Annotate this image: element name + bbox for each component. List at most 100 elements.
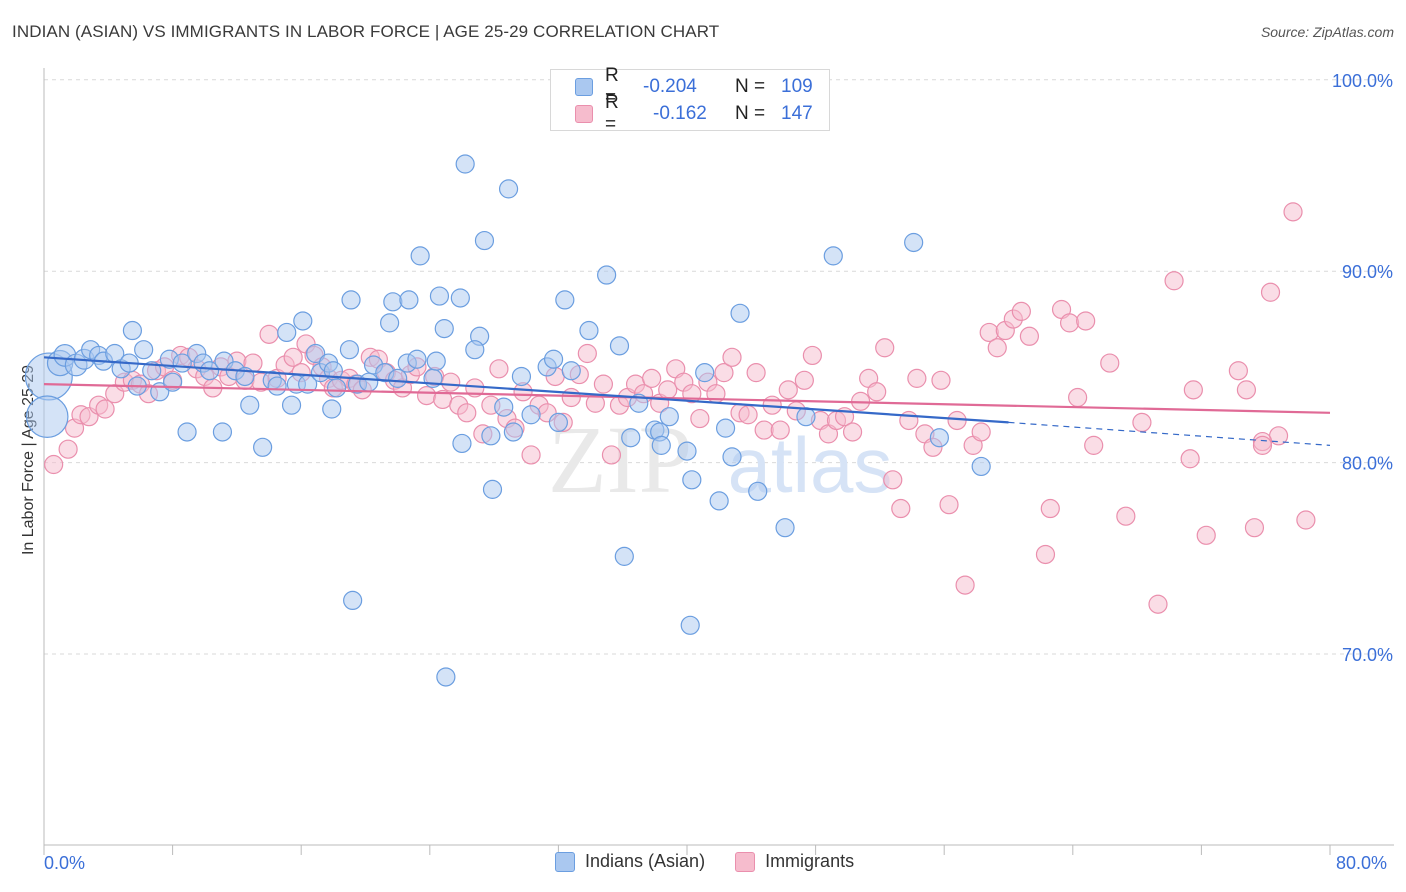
data-point bbox=[383, 292, 403, 312]
legend-item-immigrants[interactable]: Immigrants bbox=[735, 851, 854, 872]
legend-label: Immigrants bbox=[765, 851, 855, 871]
data-point bbox=[690, 408, 710, 429]
legend-swatch-pink bbox=[575, 105, 593, 123]
data-point bbox=[658, 380, 678, 400]
data-point bbox=[738, 405, 758, 425]
data-point bbox=[796, 407, 816, 427]
data-point bbox=[748, 481, 768, 501]
data-point bbox=[436, 667, 456, 687]
data-point bbox=[1116, 506, 1136, 526]
data-point bbox=[614, 546, 634, 566]
data-point bbox=[1164, 271, 1184, 291]
data-point bbox=[521, 405, 541, 425]
data-point bbox=[1132, 412, 1152, 433]
data-point bbox=[939, 495, 959, 515]
trend-lines bbox=[43, 356, 1331, 446]
data-point bbox=[267, 376, 287, 396]
data-point bbox=[1244, 518, 1265, 538]
data-point bbox=[561, 361, 581, 381]
trend-line-indians-extension bbox=[1008, 421, 1331, 446]
correlation-legend: R = -0.204 N = 109 R = -0.162 N = 147 bbox=[550, 65, 830, 135]
data-point bbox=[1035, 544, 1056, 565]
data-point bbox=[465, 340, 485, 360]
data-point bbox=[277, 322, 297, 343]
trend-line-indians bbox=[43, 356, 1009, 424]
data-point bbox=[1040, 498, 1060, 519]
data-point bbox=[1283, 202, 1303, 222]
data-point bbox=[722, 347, 742, 367]
data-point bbox=[482, 479, 503, 499]
legend-swatch-pink bbox=[735, 851, 756, 872]
n-label: N = bbox=[735, 103, 766, 124]
data-point bbox=[1148, 594, 1168, 614]
data-point bbox=[947, 410, 967, 431]
data-point bbox=[609, 336, 630, 356]
data-point bbox=[489, 359, 509, 379]
data-point bbox=[778, 380, 798, 400]
data-point bbox=[283, 347, 303, 367]
data-point bbox=[579, 320, 599, 341]
data-point bbox=[481, 426, 501, 446]
legend-label: Indians (Asian) bbox=[585, 851, 706, 871]
data-point bbox=[543, 349, 564, 369]
r-label: R = bbox=[605, 92, 619, 135]
data-point bbox=[677, 441, 697, 461]
data-point bbox=[455, 154, 475, 174]
data-point bbox=[1059, 313, 1080, 333]
data-point bbox=[450, 288, 470, 308]
data-point bbox=[891, 498, 911, 519]
data-point bbox=[293, 311, 313, 331]
data-point bbox=[842, 422, 863, 442]
data-point bbox=[95, 399, 115, 419]
data-point bbox=[1296, 510, 1316, 530]
data-point bbox=[212, 422, 233, 442]
data-point bbox=[904, 232, 924, 253]
data-point bbox=[931, 370, 951, 390]
data-point bbox=[775, 518, 795, 538]
data-point bbox=[441, 372, 461, 392]
data-point bbox=[326, 378, 347, 398]
data-point bbox=[1084, 435, 1104, 455]
data-point bbox=[1180, 449, 1200, 469]
data-point bbox=[695, 363, 715, 383]
series-legend: Indians (Asian) Immigrants bbox=[555, 851, 884, 872]
data-point bbox=[25, 395, 69, 438]
data-point bbox=[521, 445, 541, 465]
data-point bbox=[555, 290, 575, 310]
data-point bbox=[253, 437, 273, 457]
data-point bbox=[388, 368, 408, 388]
data-point bbox=[1019, 326, 1039, 346]
data-point bbox=[1196, 525, 1216, 545]
data-point bbox=[907, 368, 927, 388]
data-point bbox=[339, 340, 360, 360]
data-point bbox=[163, 372, 183, 392]
x-tick-label-min: 0.0% bbox=[44, 853, 86, 873]
chart-source: Source: ZipAtlas.com bbox=[1260, 24, 1394, 40]
data-point bbox=[306, 343, 326, 364]
data-point bbox=[971, 422, 991, 442]
data-point bbox=[142, 361, 162, 381]
data-point bbox=[577, 343, 597, 364]
data-point bbox=[122, 320, 143, 341]
data-point bbox=[955, 575, 975, 595]
chart-title: INDIAN (ASIAN) VS IMMIGRANTS IN LABOR FO… bbox=[12, 22, 720, 41]
data-point bbox=[426, 351, 446, 371]
legend-swatch-blue bbox=[555, 851, 575, 872]
data-point bbox=[407, 349, 427, 369]
data-point bbox=[802, 345, 822, 366]
data-point bbox=[199, 361, 220, 381]
legend-item-indians[interactable]: Indians (Asian) bbox=[555, 851, 705, 872]
trend-line-immigrants bbox=[43, 383, 1331, 414]
data-point bbox=[746, 363, 766, 383]
data-point bbox=[322, 399, 342, 419]
data-point bbox=[715, 418, 736, 438]
y-tick-label: 90.0% bbox=[1342, 262, 1393, 282]
n-value: 109 bbox=[781, 76, 813, 97]
data-point bbox=[498, 179, 519, 199]
n-label: N = bbox=[735, 76, 766, 97]
data-point bbox=[621, 428, 641, 448]
data-point bbox=[714, 363, 734, 383]
data-point bbox=[1260, 282, 1281, 302]
data-point bbox=[494, 397, 514, 417]
data-point bbox=[503, 422, 523, 442]
